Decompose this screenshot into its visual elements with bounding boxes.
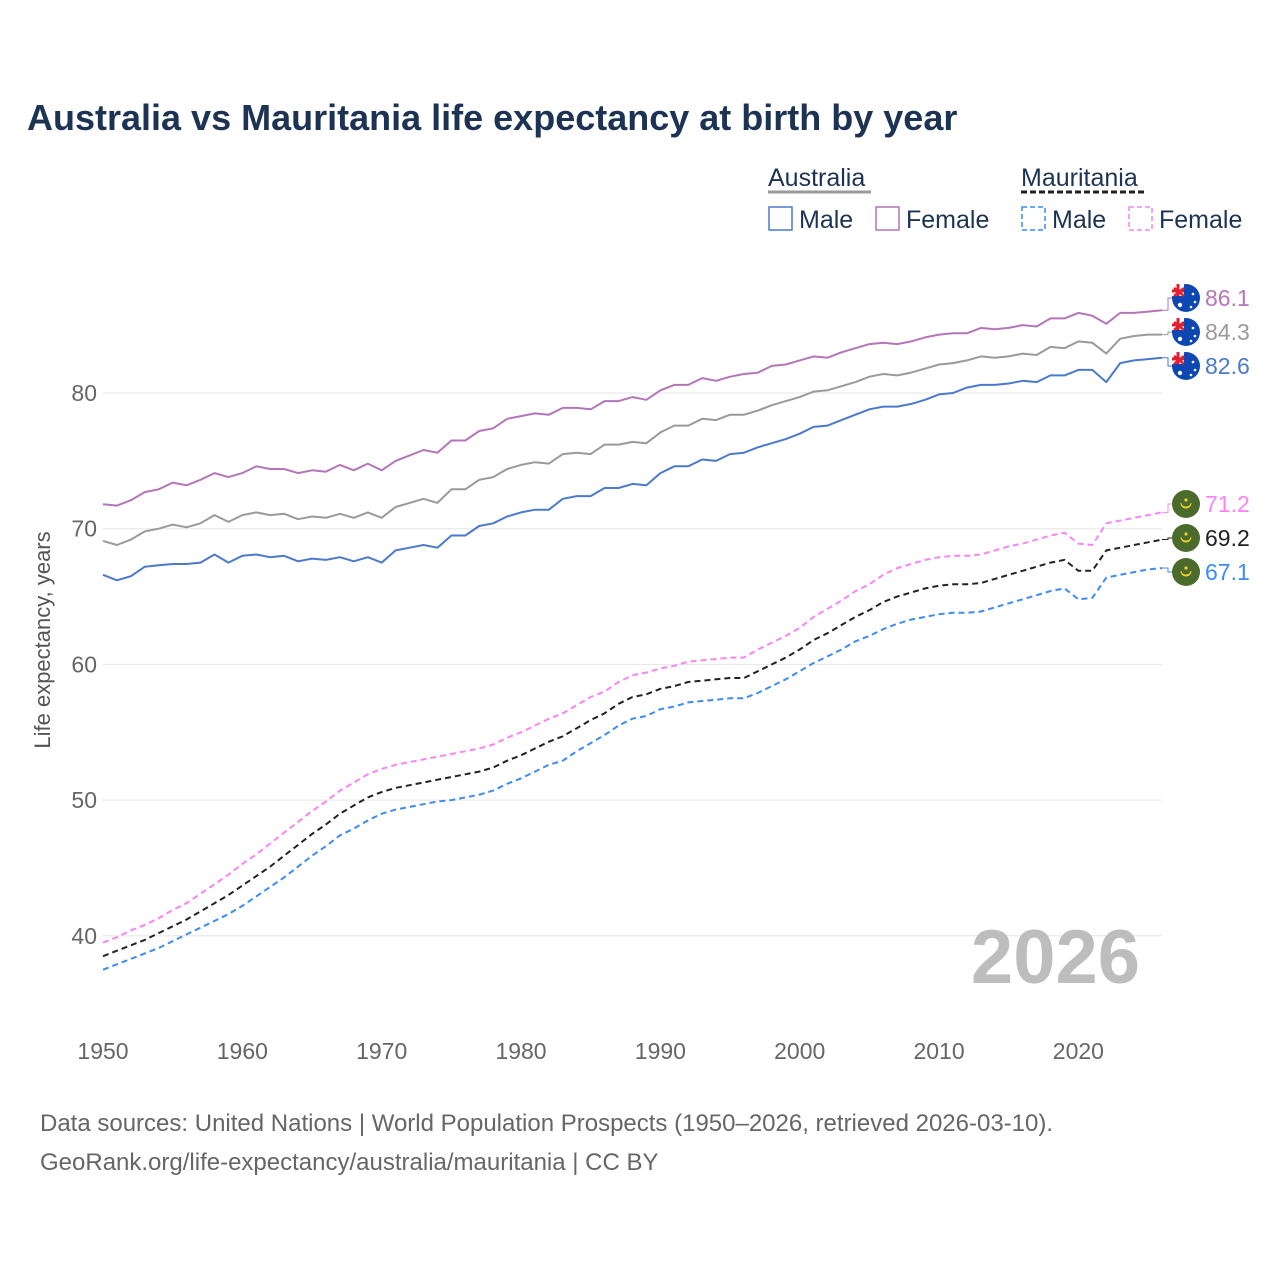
end-value-label: 71.2	[1205, 491, 1250, 517]
flag-background	[1172, 490, 1200, 518]
end-value-label: 67.1	[1205, 559, 1250, 585]
line-australia-male	[102, 356, 1163, 582]
y-tick-label: 80	[71, 380, 97, 406]
label-connector	[1162, 537, 1174, 541]
legend-group-label: Australia	[768, 164, 865, 192]
x-tick-label: 2020	[1053, 1038, 1104, 1064]
flag-cross	[1172, 352, 1184, 364]
flag-background	[1172, 558, 1200, 586]
flag-star	[1189, 339, 1193, 343]
flag-star	[1191, 360, 1195, 364]
line-australia-total	[102, 333, 1162, 546]
label-connector	[1162, 331, 1174, 336]
legend-item-male: Male	[1052, 206, 1106, 234]
flag-star	[1193, 300, 1197, 304]
x-tick-label: 1970	[356, 1038, 407, 1064]
australia-flag-icon	[1172, 318, 1200, 346]
end-value-label: 84.3	[1205, 319, 1250, 345]
flag-star	[1184, 566, 1188, 570]
y-tick-label: 40	[71, 923, 97, 949]
x-tick-label: 2000	[774, 1038, 825, 1064]
y-axis-label: Life expectancy, years	[30, 531, 55, 748]
legend: Australia Male Female Mauritania Male Female	[768, 164, 1242, 234]
y-tick-label: 70	[71, 516, 97, 542]
footer-sources: Data sources: United Nations | World Pop…	[40, 1110, 1053, 1137]
y-tick-label: 60	[71, 651, 97, 677]
line-mauritania-male	[102, 567, 1163, 971]
label-connector	[1162, 503, 1174, 513]
flag-star	[1193, 334, 1197, 338]
flag-cross	[1172, 284, 1184, 296]
mauritania-flag-icon	[1172, 490, 1200, 518]
flag-background	[1172, 524, 1200, 552]
flag-star	[1177, 336, 1183, 342]
x-tick-label: 1950	[77, 1038, 128, 1064]
end-value-label: 82.6	[1205, 353, 1250, 379]
flag-star	[1184, 532, 1188, 536]
end-value-label: 86.1	[1205, 285, 1250, 311]
australia-flag-icon	[1172, 284, 1200, 312]
y-tick-label: 50	[71, 787, 97, 813]
flag-crescent	[1180, 570, 1192, 577]
flag-star	[1191, 326, 1195, 330]
x-tick-label: 1960	[217, 1038, 268, 1064]
flag-star	[1177, 370, 1183, 376]
mauritania-flag-icon	[1172, 558, 1200, 586]
legend-swatch-female	[1128, 206, 1153, 231]
mauritania-flag-icon	[1172, 524, 1200, 552]
legend-swatch-female	[875, 206, 900, 231]
legend-group-label: Mauritania	[1021, 164, 1138, 192]
flag-crescent	[1180, 502, 1192, 509]
line-mauritania-female	[102, 511, 1163, 944]
y-axis-ticks: 40 50 60 70 80	[71, 380, 97, 949]
legend-item-male: Male	[799, 206, 853, 234]
flag-star	[1177, 302, 1183, 308]
flag-star	[1189, 305, 1193, 309]
line-australia-female	[102, 309, 1163, 507]
series-lines	[102, 309, 1163, 971]
flag-star	[1184, 498, 1188, 502]
line-mauritania-total	[102, 538, 1163, 958]
australia-flag-icon	[1172, 352, 1200, 380]
x-tick-label: 2010	[913, 1038, 964, 1064]
label-connector	[1162, 567, 1174, 573]
footer-url: GeoRank.org/life-expectancy/australia/ma…	[40, 1149, 659, 1176]
label-connector	[1162, 357, 1174, 367]
flag-cross	[1172, 318, 1184, 330]
flag-crescent	[1180, 536, 1192, 543]
gridlines	[103, 392, 1162, 937]
x-tick-label: 1990	[635, 1038, 686, 1064]
legend-item-female: Female	[906, 206, 989, 234]
end-value-label: 69.2	[1205, 525, 1250, 551]
legend-item-female: Female	[1159, 206, 1242, 234]
legend-swatch-male	[1021, 206, 1046, 231]
x-tick-label: 1980	[495, 1038, 546, 1064]
flag-star	[1189, 373, 1193, 377]
label-connector	[1162, 297, 1174, 311]
year-watermark: 2026	[971, 915, 1140, 1000]
legend-swatch-male	[768, 206, 793, 231]
flag-star	[1193, 368, 1197, 372]
x-axis-ticks: 1950 1960 1970 1980 1990 2000 2010 2020	[77, 1038, 1104, 1064]
chart-title: Australia vs Mauritania life expectancy …	[27, 97, 957, 138]
flag-star	[1191, 292, 1195, 296]
end-labels: 86.1 84.3 82.6 71.2 69.2 67.1	[1162, 284, 1250, 586]
